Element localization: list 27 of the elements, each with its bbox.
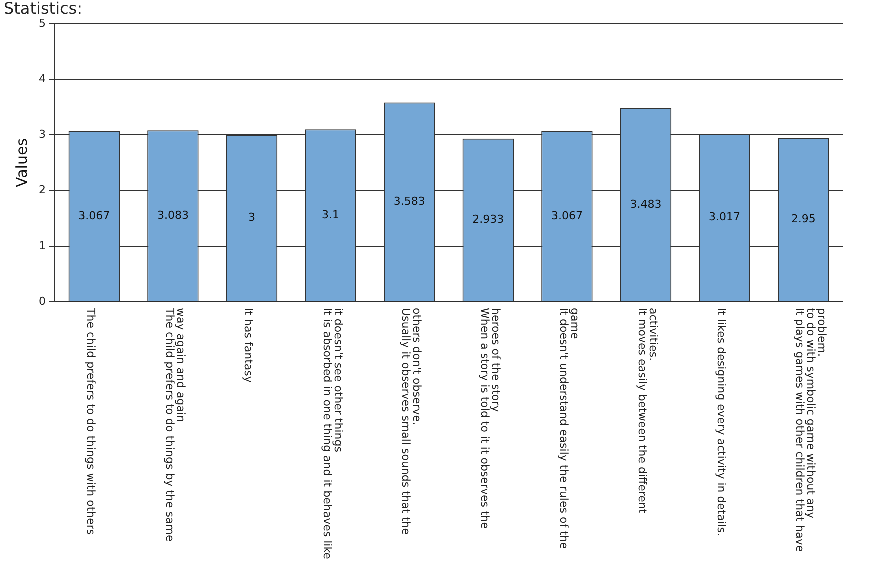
y-tick-label: 1 <box>39 239 46 252</box>
data-label: 3.1 <box>322 208 340 222</box>
data-label: 3.483 <box>630 198 662 211</box>
data-label: 3.067 <box>78 209 110 222</box>
x-tick-label: The child prefers to do things by the same way again and again <box>163 307 188 542</box>
data-label: 3.583 <box>394 195 426 208</box>
x-tick-label: It likes designing every activity in details. <box>714 308 728 536</box>
x-tick-label: Usually it observes small sounds that the others don't observe. <box>400 308 424 536</box>
data-label: 2.933 <box>472 213 504 226</box>
y-tick-label: 4 <box>39 72 46 86</box>
x-tick-label: The child prefers to do things with others <box>84 307 98 536</box>
data-label: 3.067 <box>551 209 583 222</box>
y-axis-title: Values <box>12 138 31 188</box>
x-tick-label: It moves easily between the different activities. <box>636 308 660 514</box>
x-tick-label: It is absorbed in one thing and it behaves like it doesn't see other things <box>320 308 345 560</box>
y-tick-label: 3 <box>39 128 46 142</box>
data-label: 3 <box>248 211 256 224</box>
data-label: 3.017 <box>709 210 741 224</box>
data-label: 3.083 <box>157 208 189 222</box>
y-tick-label: 0 <box>39 294 46 308</box>
x-tick-label: It has fantasy <box>242 308 256 384</box>
y-tick-label: 5 <box>39 16 46 30</box>
data-label: 2.95 <box>791 212 816 226</box>
x-tick-label: It plays games with other children that have to do with symbolic game without any problem. <box>794 308 829 552</box>
chart-title: Statistics: <box>4 0 83 18</box>
y-tick-label: 2 <box>39 184 46 197</box>
x-tick-label: It doesn't understand easily the rules of the game <box>557 308 582 550</box>
